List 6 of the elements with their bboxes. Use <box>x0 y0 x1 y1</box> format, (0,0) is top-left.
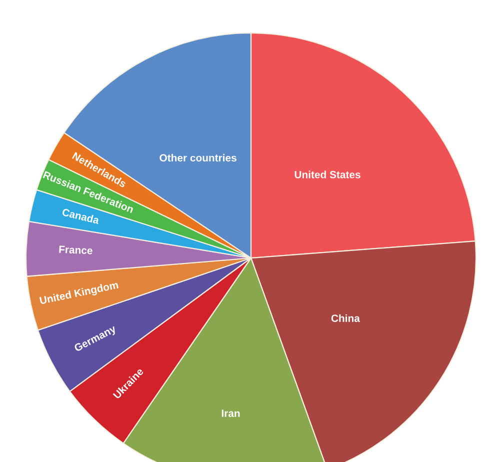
slice-label: United Kingdom <box>39 280 119 306</box>
slice-label: France <box>59 246 93 254</box>
slice-label: China <box>331 314 360 322</box>
slice-label: Iran <box>222 410 240 417</box>
slice-label: United States <box>294 170 360 178</box>
slice-label: Other countries <box>160 154 236 162</box>
